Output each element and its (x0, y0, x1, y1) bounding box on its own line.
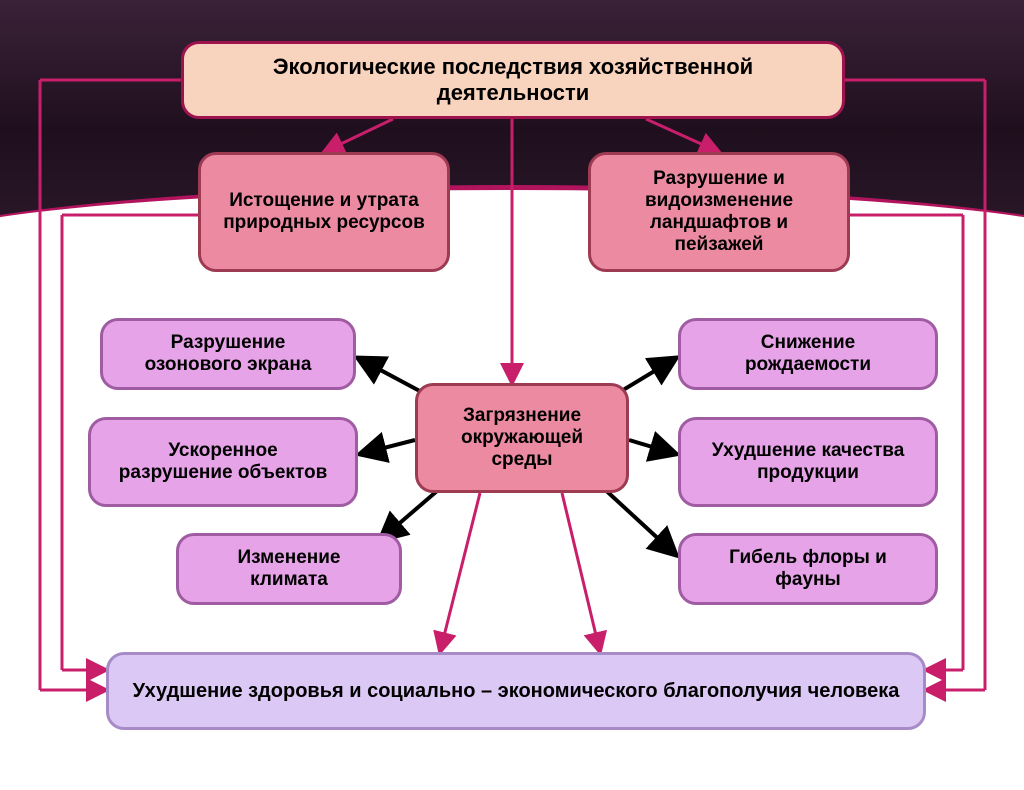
leaf-l3-node: Изменение климата (176, 533, 402, 605)
leaf-r2-node: Ухудшение качества продукции (678, 417, 938, 507)
leaf-r2-text: Ухудшение качества продукции (699, 440, 917, 484)
leaf-l2-node: Ускоренное разрушение объектов (88, 417, 358, 507)
center-text: Загрязнение окружающей среды (436, 405, 608, 471)
leaf-r1-text: Снижение рождаемости (699, 332, 917, 376)
leaf-r1-node: Снижение рождаемости (678, 318, 938, 390)
bottom-text: Ухудшение здоровья и социально – экономи… (133, 680, 900, 703)
leaf-l2-text: Ускоренное разрушение объектов (109, 440, 337, 484)
leaf-l1-node: Разрушение озонового экрана (100, 318, 356, 390)
leaf-l1-text: Разрушение озонового экрана (121, 332, 335, 376)
leaf-r3-node: Гибель флоры и фауны (678, 533, 938, 605)
leaf-l3-text: Изменение климата (197, 547, 381, 591)
branch-left-text: Истощение и утрата природных ресурсов (219, 190, 429, 234)
title-node: Экологические последствия хозяйственной … (181, 41, 845, 119)
branch-right-node: Разрушение и видоизменение ландшафтов и … (588, 152, 850, 272)
branch-right-text: Разрушение и видоизменение ландшафтов и … (609, 168, 829, 256)
branch-left-node: Истощение и утрата природных ресурсов (198, 152, 450, 272)
leaf-r3-text: Гибель флоры и фауны (699, 547, 917, 591)
bottom-node: Ухудшение здоровья и социально – экономи… (106, 652, 926, 730)
center-node: Загрязнение окружающей среды (415, 383, 629, 493)
title-text: Экологические последствия хозяйственной … (202, 54, 824, 106)
